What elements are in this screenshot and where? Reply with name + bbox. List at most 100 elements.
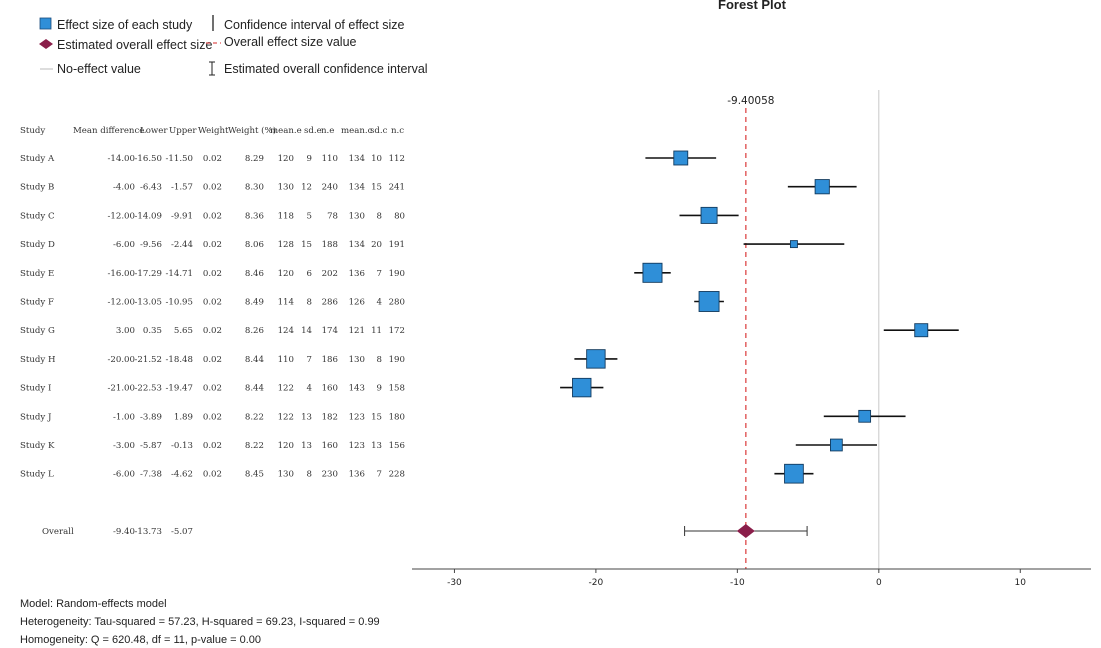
table-cell: -0.13 [171,441,193,451]
table-cell: 190 [389,355,405,365]
table-cell: 0.02 [203,384,222,394]
table-cell: 12 [301,183,312,193]
table-cell: 191 [389,240,405,250]
table-cell: 15 [371,183,382,193]
table-cell: 174 [322,326,339,336]
table-row: Study C -12.00 -14.09 -9.91 0.02 8.36 118 5 78 13… [20,211,405,221]
overall-cell: -9.40 [113,527,135,537]
table-cell: 136 [349,470,365,480]
x-tick-label: -10 [730,578,745,588]
table-cell: 1.89 [174,412,193,422]
study-name-cell: Study H [20,355,56,365]
footer-homogeneity: Homogeneity: Q = 620.48, df = 11, p-valu… [20,634,261,646]
table-cell: 188 [322,240,338,250]
table-cell: 80 [394,211,405,221]
table-cell: 13 [301,412,312,422]
table-cell: 130 [349,211,365,221]
table-cell: 112 [389,154,405,164]
study-name-cell: Study J [20,412,52,422]
table-cell: -7.38 [140,470,162,480]
table-cell: 8 [377,211,382,221]
table-cell: -19.47 [165,384,193,394]
table-header-cell: sd.c [370,126,388,136]
table-cell: -16.00 [107,269,135,279]
table-cell: 13 [371,441,382,451]
study-name-cell: Study B [20,183,54,193]
table-cell: 122 [278,384,294,394]
table-cell: 110 [322,154,338,164]
table-cell: 134 [349,154,366,164]
table-cell: 123 [349,412,365,422]
table-cell: -22.53 [134,384,162,394]
table-cell: -21.52 [134,355,162,365]
table-cell: 230 [322,470,338,480]
table-cell: 120 [278,441,294,451]
study-effect-box [784,463,804,484]
table-cell: 228 [389,470,405,480]
table-header-cell: sd.e [304,126,322,136]
table-cell: 0.02 [203,154,222,164]
study-marker [774,463,814,484]
study-name-cell: Study K [20,441,55,451]
table-cell: 8.45 [245,470,264,480]
table-cell: 180 [389,412,405,422]
table-cell: 158 [389,384,405,394]
table-row: Study A -14.00 -16.50 -11.50 0.02 8.29 120 9 110… [20,154,405,164]
table-cell: 7 [377,269,382,279]
table-cell: 122 [278,412,294,422]
table-cell: 0.02 [203,412,222,422]
table-cell: -4.00 [113,183,135,193]
table-cell: 6 [307,269,312,279]
study-marker [679,206,739,224]
table-cell: -2.44 [171,240,194,250]
table-cell: 15 [371,412,382,422]
study-marker [883,323,959,338]
table-cell: 8.22 [245,412,264,422]
study-marker [634,262,671,283]
table-cell: 5.65 [174,326,193,336]
study-effect-box [789,240,798,249]
table-cell: 4 [377,298,383,308]
legend-overall-value-label: Overall effect size value [224,35,357,49]
table-cell: 8.29 [245,154,264,164]
table-cell: -12.00 [107,211,135,221]
table-cell: -6.00 [113,240,135,250]
table-cell: -14.71 [165,269,193,279]
study-effect-box [586,349,606,369]
table-cell: 10 [371,154,382,164]
study-name-cell: Study G [20,326,55,336]
study-effect-box [673,150,689,166]
legend-diamond-icon [39,39,53,49]
table-cell: -21.00 [107,384,135,394]
table-cell: 280 [389,298,405,308]
table-cell: 0.02 [203,441,222,451]
table-cell: -14.09 [134,211,162,221]
table-header-cell: Mean difference [73,126,144,136]
table-cell: 4 [307,384,313,394]
table-row: Study B -4.00 -6.43 -1.57 0.02 8.30 130 12 240 13… [20,183,405,193]
table-cell: 0.02 [203,183,222,193]
table-cell: 8.30 [245,183,264,193]
study-marker [787,179,857,195]
table-cell: 286 [322,298,338,308]
table-cell: 8.44 [245,384,265,394]
chart-title: Forest Plot [718,0,787,12]
table-cell: 0.02 [203,326,222,336]
table-cell: -6.43 [140,183,162,193]
table-row: Study F -12.00 -13.05 -10.95 0.02 8.49 114 8 286… [20,298,405,308]
table-cell: -9.56 [140,240,162,250]
table-cell: 182 [322,412,338,422]
table-cell: 130 [278,470,294,480]
table-row: Study H -20.00 -21.52 -18.48 0.02 8.44 110 7 186… [20,355,405,365]
table-cell: 121 [349,326,365,336]
legend-ci-label: Confidence interval of effect size [224,18,404,32]
table-header-cell: Study [20,126,45,136]
table-cell: 160 [322,384,338,394]
overall-label-cell: Overall [42,527,74,537]
study-name-cell: Study A [20,154,55,164]
footer: Model: Random-effects model Heterogeneit… [20,598,380,646]
table-cell: 9 [307,154,312,164]
table-cell: 190 [389,269,405,279]
table-row: Study G 3.00 0.35 5.65 0.02 8.26 124 14 174 121 11… [20,326,405,336]
table-cell: 0.02 [203,355,222,365]
